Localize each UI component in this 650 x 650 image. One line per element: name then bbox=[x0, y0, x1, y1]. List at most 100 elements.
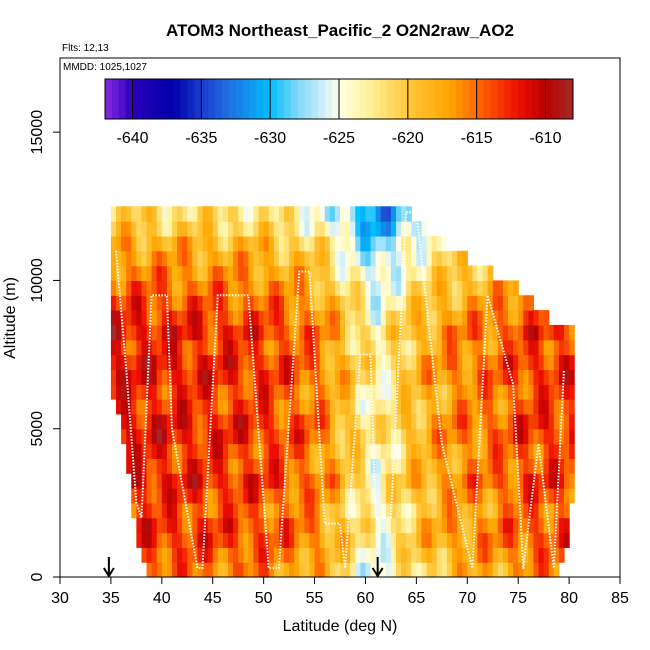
heatmap-cell bbox=[360, 488, 367, 504]
heatmap-cell bbox=[564, 354, 570, 370]
heatmap-cell bbox=[177, 280, 183, 296]
heatmap-cell bbox=[441, 443, 448, 459]
heatmap-cell bbox=[390, 413, 397, 430]
heatmap-cell bbox=[309, 265, 316, 282]
heatmap-cell bbox=[406, 413, 412, 430]
heatmap-cell bbox=[278, 354, 285, 370]
heatmap-cell bbox=[426, 295, 433, 311]
heatmap-cell bbox=[324, 310, 331, 326]
heatmap-cell bbox=[569, 413, 575, 430]
heatmap-cell bbox=[182, 399, 188, 415]
heatmap-cell bbox=[396, 428, 402, 445]
heatmap-cell bbox=[192, 384, 199, 400]
heatmap-cell bbox=[131, 295, 137, 311]
heatmap-cell bbox=[528, 547, 535, 563]
heatmap-cell bbox=[304, 235, 311, 252]
heatmap-cell bbox=[207, 458, 214, 474]
heatmap-cell bbox=[187, 250, 193, 267]
heatmap-cell bbox=[477, 384, 484, 400]
heatmap-cell bbox=[431, 280, 438, 296]
heatmap-cell bbox=[161, 295, 168, 311]
heatmap-cell bbox=[156, 235, 163, 252]
heatmap-cell bbox=[334, 324, 341, 341]
heatmap-cell bbox=[228, 324, 234, 341]
heatmap-cell bbox=[309, 532, 316, 548]
heatmap-cell bbox=[518, 295, 524, 311]
heatmap-cell bbox=[457, 488, 463, 504]
heatmap-cell bbox=[289, 458, 295, 474]
heatmap-cell bbox=[177, 310, 183, 326]
heatmap-cell bbox=[340, 221, 346, 237]
heatmap-cell bbox=[533, 502, 540, 519]
heatmap-cell bbox=[472, 502, 479, 519]
heatmap-cell bbox=[538, 399, 545, 415]
heatmap-cell bbox=[248, 280, 255, 296]
heatmap-cell bbox=[324, 339, 331, 356]
heatmap-cell bbox=[212, 250, 219, 267]
heatmap-cell bbox=[197, 339, 204, 356]
heatmap-cell bbox=[406, 221, 412, 237]
heatmap-cell bbox=[365, 369, 372, 385]
heatmap-cell bbox=[472, 413, 479, 430]
chart-title: ATOM3 Northeast_Pacific_2 O2N2raw_AO2 bbox=[166, 21, 514, 40]
heatmap-cell bbox=[309, 428, 316, 445]
heatmap-cell bbox=[462, 310, 468, 326]
heatmap-cell bbox=[436, 339, 443, 356]
heatmap-cell bbox=[268, 413, 275, 430]
heatmap-cell bbox=[477, 547, 484, 563]
heatmap-cell bbox=[212, 265, 219, 282]
heatmap-cell bbox=[467, 488, 473, 504]
heatmap-cell bbox=[375, 547, 382, 563]
heatmap-cell bbox=[131, 310, 137, 326]
heatmap-cell bbox=[558, 384, 565, 400]
heatmap-cell bbox=[426, 488, 433, 504]
heatmap-cell bbox=[182, 324, 188, 341]
heatmap-cell bbox=[136, 473, 143, 489]
heatmap-cell bbox=[309, 413, 316, 430]
heatmap-cell bbox=[502, 310, 509, 326]
heatmap-cell bbox=[441, 324, 448, 341]
heatmap-cell bbox=[202, 295, 209, 311]
heatmap-cell bbox=[533, 413, 540, 430]
heatmap-cell bbox=[553, 488, 560, 504]
heatmap-cell bbox=[334, 428, 341, 445]
heatmap-cell bbox=[324, 413, 331, 430]
heatmap-cell bbox=[289, 547, 295, 563]
heatmap-cell bbox=[309, 473, 316, 489]
heatmap-cell bbox=[538, 473, 545, 489]
heatmap-cell bbox=[365, 384, 372, 400]
heatmap-cell bbox=[248, 339, 255, 356]
heatmap-cell bbox=[258, 458, 265, 474]
heatmap-cell bbox=[329, 354, 336, 370]
heatmap-cell bbox=[151, 310, 158, 326]
heatmap-cell bbox=[457, 443, 463, 459]
heatmap-cell bbox=[452, 399, 458, 415]
heatmap-cell bbox=[166, 428, 173, 445]
heatmap-cell bbox=[304, 206, 311, 222]
heatmap-cell bbox=[355, 399, 361, 415]
heatmap-cell bbox=[233, 413, 239, 430]
heatmap-cell bbox=[243, 473, 249, 489]
heatmap-cell bbox=[553, 339, 560, 356]
heatmap-cell bbox=[462, 562, 468, 578]
heatmap-cell bbox=[212, 369, 219, 385]
heatmap-cell bbox=[421, 488, 428, 504]
heatmap-cell bbox=[299, 413, 305, 430]
heatmap-cell bbox=[472, 399, 479, 415]
heatmap-cell bbox=[431, 502, 438, 519]
heatmap-cell bbox=[212, 473, 219, 489]
heatmap-cell bbox=[431, 295, 438, 311]
heatmap-cell bbox=[228, 265, 234, 282]
colorbar-segment bbox=[517, 79, 526, 119]
colorbar-segment bbox=[111, 79, 120, 119]
heatmap-cell bbox=[533, 428, 540, 445]
heatmap-cell bbox=[436, 428, 443, 445]
heatmap-cell bbox=[375, 502, 382, 519]
heatmap-cell bbox=[253, 399, 260, 415]
heatmap-cell bbox=[192, 502, 199, 519]
heatmap-cell bbox=[131, 399, 137, 415]
heatmap-cell bbox=[278, 235, 285, 252]
heatmap-cell bbox=[166, 280, 173, 296]
heatmap-cell bbox=[385, 310, 392, 326]
heatmap-cell bbox=[151, 339, 158, 356]
